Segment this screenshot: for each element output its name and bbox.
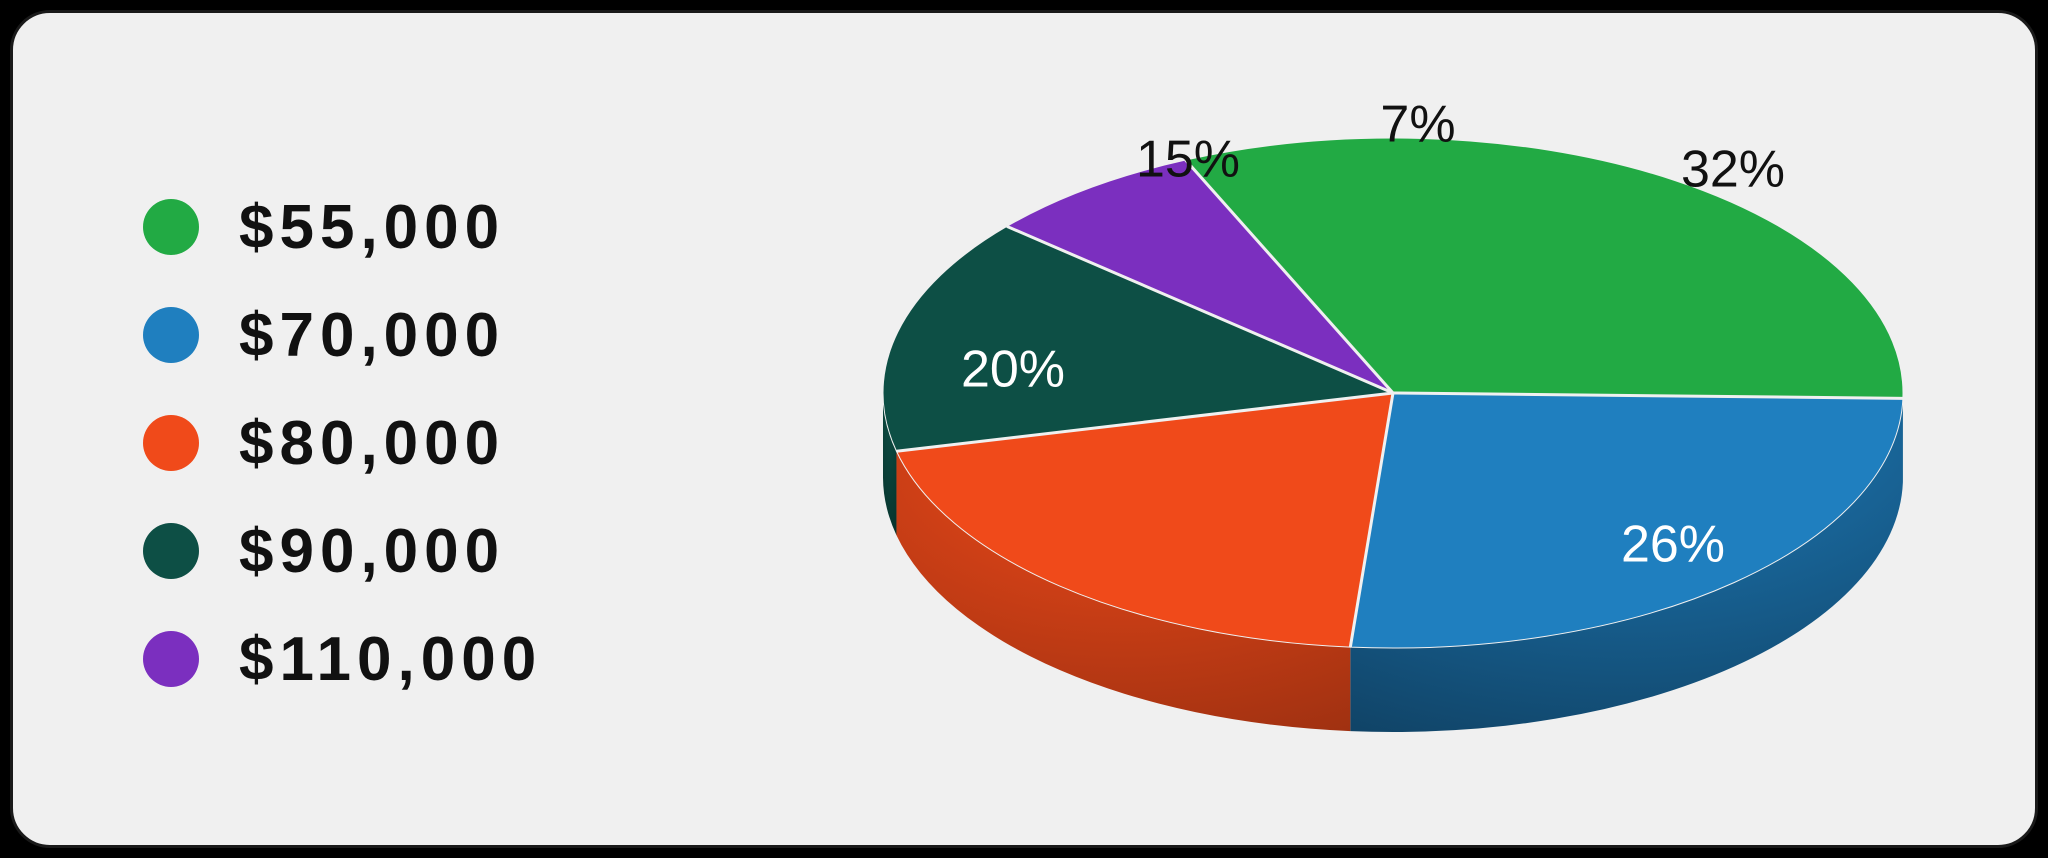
legend-item: $55,000: [143, 173, 542, 281]
legend-label: $90,000: [239, 516, 505, 587]
legend-label: $70,000: [239, 300, 505, 371]
pie-svg: 32% 26% 20% 15% 7%: [793, 53, 1993, 833]
chart-card: $55,000 $70,000 $80,000 $90,000 $110,000…: [10, 10, 2038, 848]
pct-label: 20%: [961, 341, 1065, 399]
legend-label: $110,000: [239, 624, 542, 695]
legend-item: $70,000: [143, 281, 542, 389]
pct-label: 15%: [1136, 131, 1240, 189]
legend-dot-icon: [143, 631, 199, 687]
legend: $55,000 $70,000 $80,000 $90,000 $110,000: [143, 173, 542, 713]
pie-chart: 32% 26% 20% 15% 7%: [793, 53, 1993, 833]
legend-dot-icon: [143, 523, 199, 579]
legend-item: $80,000: [143, 389, 542, 497]
legend-label: $80,000: [239, 408, 505, 479]
pct-label: 32%: [1681, 141, 1785, 199]
pct-label: 26%: [1621, 516, 1725, 574]
legend-item: $90,000: [143, 497, 542, 605]
legend-label: $55,000: [239, 192, 505, 263]
legend-dot-icon: [143, 415, 199, 471]
legend-dot-icon: [143, 307, 199, 363]
legend-item: $110,000: [143, 605, 542, 713]
legend-dot-icon: [143, 199, 199, 255]
pct-label: 7%: [1380, 96, 1455, 154]
